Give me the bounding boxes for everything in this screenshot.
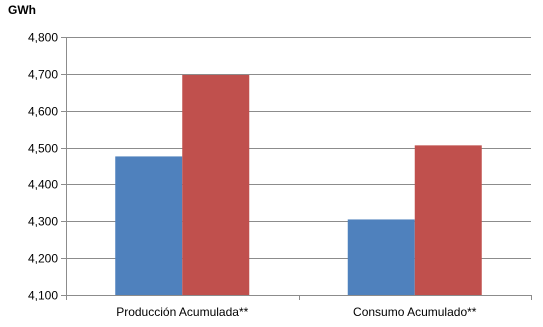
y-tick-label: 4,800 [28,31,58,45]
bar-red-1 [414,145,482,295]
y-tick-label: 4,400 [28,178,58,192]
bar-blue-0 [115,156,183,295]
y-tick-label: 4,700 [28,68,58,82]
y-tick-label: 4,200 [28,252,58,266]
y-tick-labels: 4,100 4,200 4,300 4,400 4,500 4,600 4,700 4,800 [28,31,66,303]
y-axis-unit-label: GWh [8,3,36,17]
y-tick-label: 4,600 [28,105,58,119]
y-tick-label: 4,500 [28,142,58,156]
x-category-label: Consumo Acumulado** [353,305,477,319]
bar-blue-1 [347,219,415,295]
axes [66,37,532,300]
bars [115,74,482,295]
y-tick-label: 4,300 [28,215,58,229]
y-tick-label: 4,100 [28,289,58,303]
x-category-labels: Producción Acumulada** Consumo Acumulado*… [116,305,477,319]
bar-red-0 [182,74,250,295]
x-category-label: Producción Acumulada** [116,305,248,319]
